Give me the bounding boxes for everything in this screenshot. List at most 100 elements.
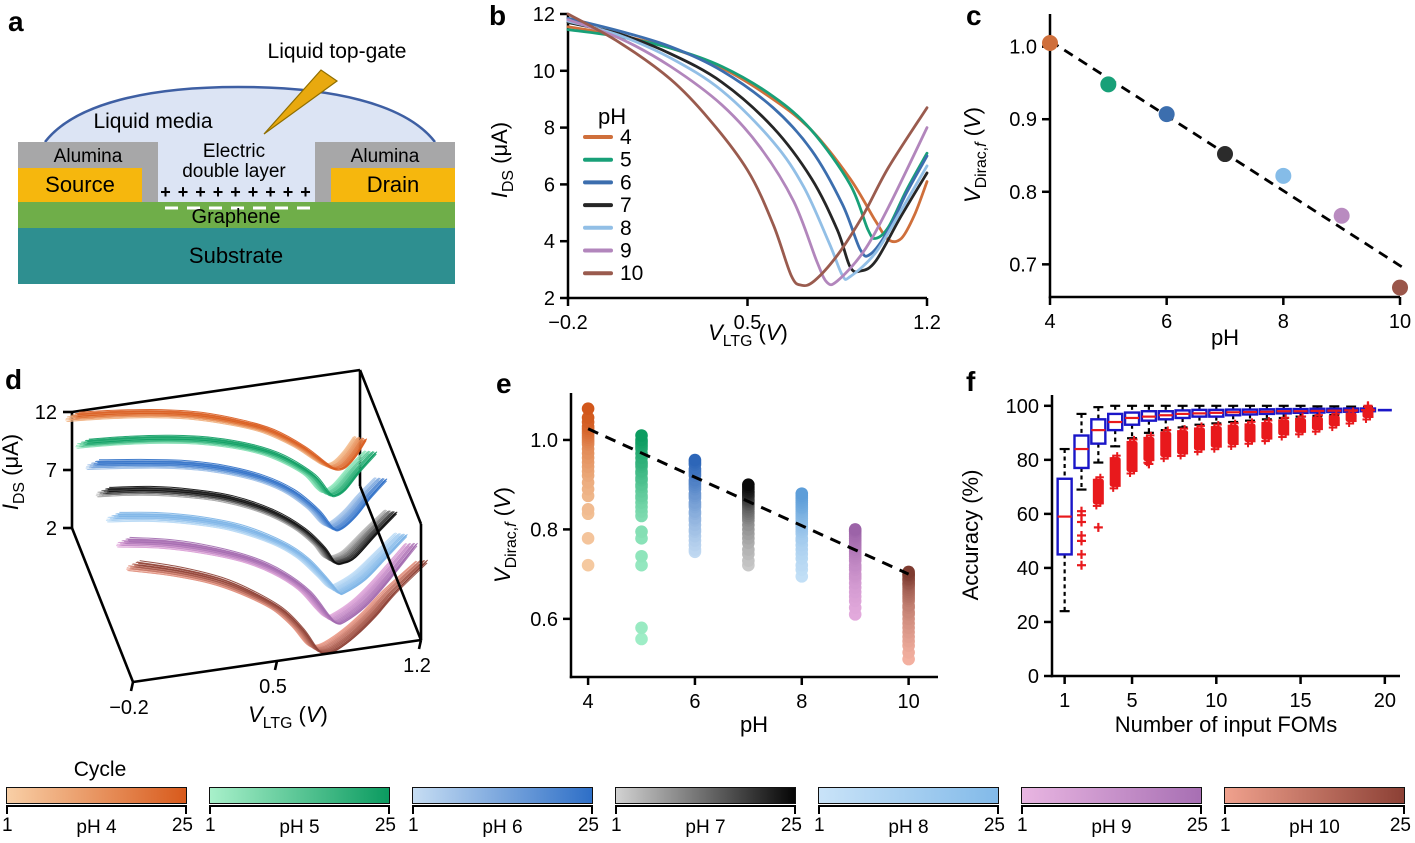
chart-c-points <box>1042 35 1408 296</box>
colorbar-ph6: 1 pH 6 25 <box>408 787 599 838</box>
chart-b-series <box>566 12 929 288</box>
panel-label-a: a <box>8 6 24 37</box>
svg-text:40: 40 <box>1017 558 1039 580</box>
svg-text:VLTG (V): VLTG (V) <box>248 702 328 732</box>
colorbar-min-label: 1 <box>205 815 216 836</box>
colorbar-ph10: 1 pH 10 25 <box>1220 787 1411 838</box>
alumina-left-lower <box>142 168 158 202</box>
svg-text:15: 15 <box>1289 690 1311 712</box>
svg-text:0.8: 0.8 <box>1009 182 1037 204</box>
colorbar-min-label: 1 <box>408 815 419 836</box>
svg-text:1: 1 <box>1059 690 1070 712</box>
chart-e-columns <box>581 402 915 666</box>
colorbar-ph-label: pH 10 <box>1289 817 1340 838</box>
svg-text:IDS (μA): IDS (μA) <box>487 122 517 198</box>
alumina-left-block <box>18 142 158 168</box>
colorbar-ph4: 1 pH 4 25 <box>2 787 193 838</box>
alumina-right-block <box>315 142 455 168</box>
edl-liquid-region <box>158 142 315 203</box>
colorbar-gradient <box>6 787 187 804</box>
liquid-dome-outline <box>44 85 436 143</box>
colorbar-min-label: 1 <box>1220 815 1231 836</box>
panel-a-schematic: Liquid top-gate Liquid media Alumina Alu… <box>18 40 455 284</box>
colorbar-ph-label: pH 5 <box>279 817 320 838</box>
colorbar-axis <box>818 805 999 814</box>
label-alumina-left: Alumina <box>54 146 123 167</box>
chart-b-axes: −0.2 0.5 1.2 2 4 6 8 10 12 IDS (μA) VLTG (V) <box>487 4 941 350</box>
chart-d-frame: 2 7 12 IDS (μA) <box>0 368 423 683</box>
colorbar-ph8: 1 pH 8 25 <box>814 787 1005 838</box>
colorbar-max-label: 25 <box>577 815 599 836</box>
svg-text:8: 8 <box>620 217 632 240</box>
colorbar-ph9: 1 pH 9 25 <box>1017 787 1208 838</box>
svg-text:10: 10 <box>1389 311 1411 333</box>
colorbar-ph-label: pH 8 <box>888 817 929 838</box>
svg-text:10: 10 <box>620 262 643 285</box>
svg-text:80: 80 <box>1017 450 1039 472</box>
svg-text:pH: pH <box>598 104 626 129</box>
svg-text:7: 7 <box>46 460 57 482</box>
svg-text:0.8: 0.8 <box>530 519 558 541</box>
colorbar-ph5: 1 pH 5 25 <box>205 787 396 838</box>
svg-text:10: 10 <box>533 61 555 83</box>
colorbar-gradient <box>615 787 796 804</box>
colorbar-min-label: 1 <box>2 815 13 836</box>
colorbar-labels: 1 pH 7 25 <box>611 815 802 838</box>
svg-text:100: 100 <box>1006 396 1039 418</box>
svg-text:8: 8 <box>544 118 555 140</box>
svg-text:1.2: 1.2 <box>913 312 941 334</box>
colorbar-labels: 1 pH 4 25 <box>2 815 193 838</box>
colorbar-min-label: 1 <box>814 815 825 836</box>
svg-text:5: 5 <box>620 149 632 172</box>
colorbar-gradient <box>412 787 593 804</box>
svg-text:pH: pH <box>740 712 768 737</box>
svg-text:pH: pH <box>1211 325 1239 350</box>
colorbar-axis <box>209 805 390 814</box>
chart-d-bands <box>65 408 429 655</box>
colorbar-gradient <box>209 787 390 804</box>
svg-text:0.5: 0.5 <box>734 312 762 334</box>
svg-text:Accuracy (%): Accuracy (%) <box>958 470 983 601</box>
colorbar-axis <box>615 805 796 814</box>
svg-text:6: 6 <box>689 691 700 713</box>
label-liquid-top-gate: Liquid top-gate <box>268 40 407 63</box>
svg-text:0.7: 0.7 <box>1009 254 1037 276</box>
panel-label-e: e <box>496 368 512 399</box>
svg-text:9: 9 <box>620 240 632 263</box>
colorbar-gradient <box>1224 787 1405 804</box>
panel-label-d: d <box>5 364 23 395</box>
panel-label-c: c <box>966 0 982 31</box>
panel-label-f: f <box>966 366 976 397</box>
colorbar-axis <box>1021 805 1202 814</box>
svg-text:4: 4 <box>583 691 594 713</box>
colorbar-labels: 1 pH 5 25 <box>205 815 396 838</box>
colorbar-ph7: 1 pH 7 25 <box>611 787 802 838</box>
label-edl-2: double layer <box>182 161 286 182</box>
colorbar-labels: 1 pH 10 25 <box>1220 815 1411 838</box>
colorbar-gradient <box>1021 787 1202 804</box>
chart-f-blue-boxes <box>1056 404 1392 613</box>
svg-text:2: 2 <box>46 518 57 540</box>
colorbar-axis <box>1224 805 1405 814</box>
source-block <box>18 168 142 202</box>
svg-text:7: 7 <box>620 194 632 217</box>
cycle-colorbar-title: Cycle <box>73 758 127 781</box>
svg-text:12: 12 <box>533 4 555 26</box>
svg-text:8: 8 <box>1278 311 1289 333</box>
svg-text:1.0: 1.0 <box>530 430 558 452</box>
svg-text:0.6: 0.6 <box>530 609 558 631</box>
svg-text:8: 8 <box>796 691 807 713</box>
alumina-right-lower <box>315 168 331 202</box>
svg-text:60: 60 <box>1017 504 1039 526</box>
liquid-dome <box>45 87 435 142</box>
gate-needle-icon <box>263 69 339 135</box>
chart-d-front-axis: −0.2 0.5 1.2 VLTG (V) <box>109 485 431 732</box>
svg-text:1.0: 1.0 <box>1009 37 1037 59</box>
svg-text:2: 2 <box>544 288 555 310</box>
colorbar-labels: 1 pH 6 25 <box>408 815 599 838</box>
chart-f-red-boxes <box>1076 401 1374 570</box>
chart-d-3d-cycles: 2 7 12 IDS (μA) −0.2 0.5 1.2 VLTG (V) <box>0 368 431 732</box>
